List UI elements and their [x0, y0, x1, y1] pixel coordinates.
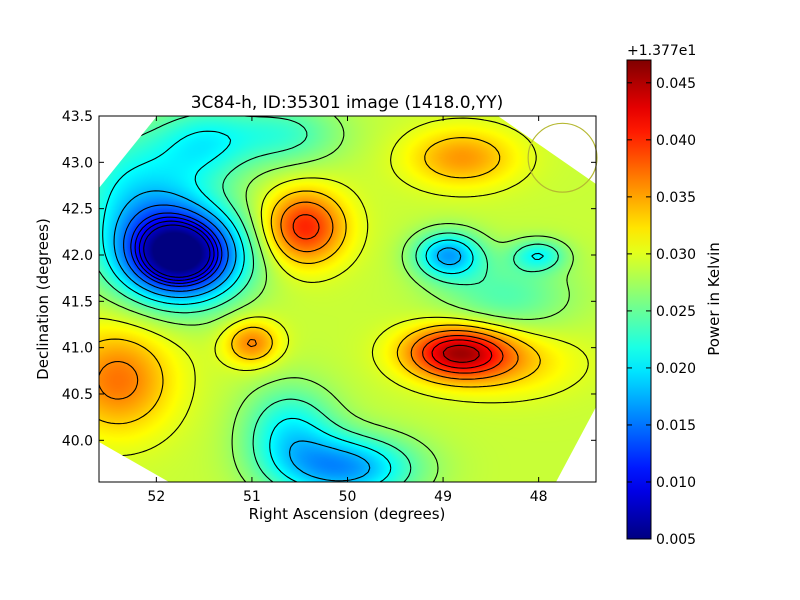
y-tick-label-3: 41.5	[62, 294, 93, 310]
contour-level-14	[442, 344, 480, 363]
y-tick-label-6: 43.0	[62, 155, 93, 171]
contour-level-5	[113, 190, 462, 482]
heatmap-image	[99, 116, 596, 482]
y-tick-label-7: 43.5	[62, 109, 93, 125]
contour-level-1	[138, 220, 215, 281]
contour-level-6	[102, 130, 544, 482]
contour-level-2	[134, 216, 219, 284]
colorbar-tick-label-1: 0.010	[656, 475, 696, 491]
y-tick-label-4: 42.0	[62, 248, 93, 264]
colorbar-tick-label-5: 0.030	[656, 247, 696, 263]
chart-title: 3C84-h, ID:35301 image (1418.0,YY)	[191, 93, 504, 113]
y-tick-label-1: 40.5	[62, 387, 93, 403]
contour-level-3	[130, 212, 223, 287]
y-tick-label-2: 41.0	[62, 341, 93, 357]
x-axis-ticks: 52 51 50 49 48	[147, 116, 548, 505]
colorbar-label: Power in Kelvin	[705, 242, 723, 356]
x-tick-label-0: 52	[147, 489, 165, 505]
plot-area: 52 51 50 49 48 40.040.541.041.542.042.543.04…	[62, 109, 598, 505]
contour-level-0	[143, 224, 211, 278]
contour-level-12	[292, 214, 504, 374]
colorbar-tick-label-8: 0.045	[656, 76, 696, 92]
contour-level-4	[123, 204, 229, 292]
x-tick-label-3: 49	[434, 489, 452, 505]
colorbar-ticks: 0.005 0.010 0.015 0.020 0.025 0.030 0.035 0.040…	[627, 76, 696, 548]
x-tick-label-4: 48	[530, 489, 548, 505]
y-axis-label: Declination (degrees)	[34, 218, 52, 380]
colorbar-offset-label: +1.377e1	[627, 43, 696, 59]
x-tick-label-2: 50	[339, 489, 357, 505]
y-tick-label-0: 40.0	[62, 433, 93, 449]
colorbar-tick-label-6: 0.035	[656, 190, 696, 206]
colorbar-tick-label-4: 0.025	[656, 304, 696, 320]
contour-level-10	[99, 137, 541, 425]
colorbar-tick-label-2: 0.015	[656, 418, 696, 434]
colorbar-gradient	[626, 59, 652, 540]
x-tick-label-1: 51	[243, 489, 261, 505]
contour-level-13	[431, 339, 493, 369]
colorbar-tick-label-7: 0.040	[656, 133, 696, 149]
x-axis-label: Right Ascension (degrees)	[249, 505, 446, 523]
y-axis-ticks: 40.0 40.5 41.0 41.5 42.0 42.5 43.0 43.5	[62, 109, 596, 449]
y-tick-label-5: 42.5	[62, 202, 93, 218]
contour-lines	[99, 116, 589, 482]
colorbar-tick-label-3: 0.020	[656, 361, 696, 377]
contour-level-9	[99, 117, 589, 457]
colorbar-tick-label-0: 0.005	[656, 532, 696, 548]
beam-circle	[527, 122, 598, 193]
colorbar: 0.005 0.010 0.015 0.020 0.025 0.030 0.035 0.040…	[626, 43, 723, 548]
contour-level-11	[99, 201, 519, 400]
